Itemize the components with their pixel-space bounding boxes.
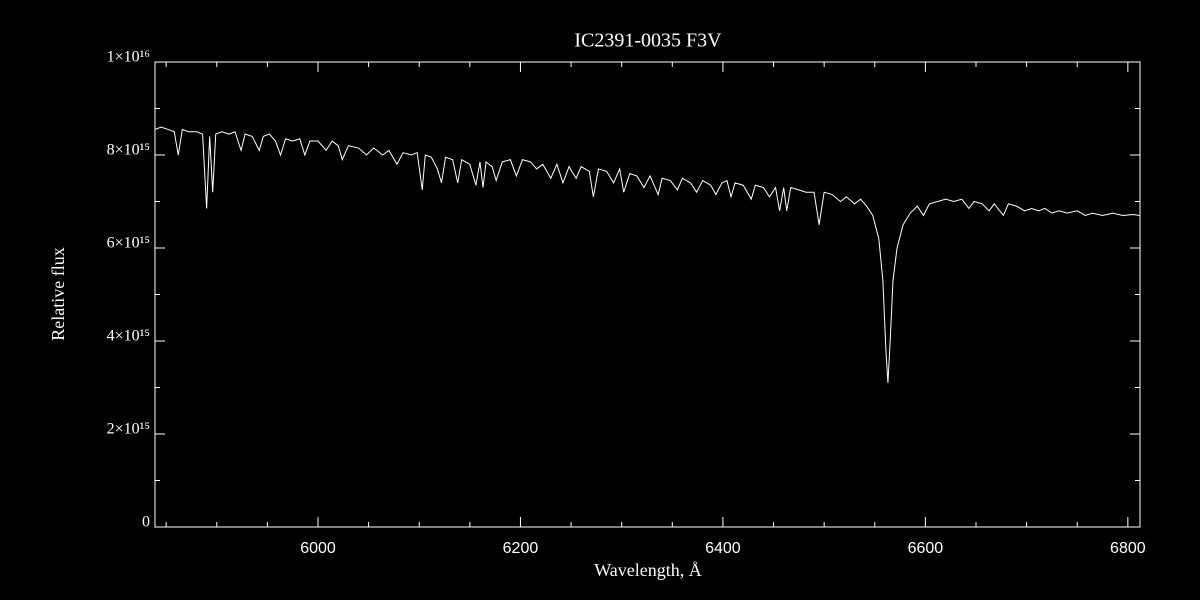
x-tick-label: 6000	[300, 540, 336, 557]
y-tick-label: 1×10¹⁶	[107, 49, 150, 66]
x-tick-label: 6400	[705, 540, 741, 557]
y-tick-label: 2×10¹⁵	[107, 421, 150, 438]
x-tick-label: 6200	[503, 540, 539, 557]
x-tick-label: 6800	[1110, 540, 1146, 557]
y-tick-label: 6×10¹⁵	[107, 235, 150, 252]
spectrum-line	[154, 126, 1141, 383]
y-tick-label: 8×10¹⁵	[107, 142, 150, 159]
chart-title: IC2391-0035 F3V	[574, 30, 722, 52]
y-tick-label: 0	[142, 514, 150, 531]
y-tick-label: 4×10¹⁵	[107, 328, 150, 345]
plot-frame	[154, 61, 1141, 528]
x-axis-label: Wavelength, Å	[594, 560, 702, 580]
y-axis-label: Relative flux	[48, 247, 68, 340]
x-tick-label: 6600	[908, 540, 944, 557]
